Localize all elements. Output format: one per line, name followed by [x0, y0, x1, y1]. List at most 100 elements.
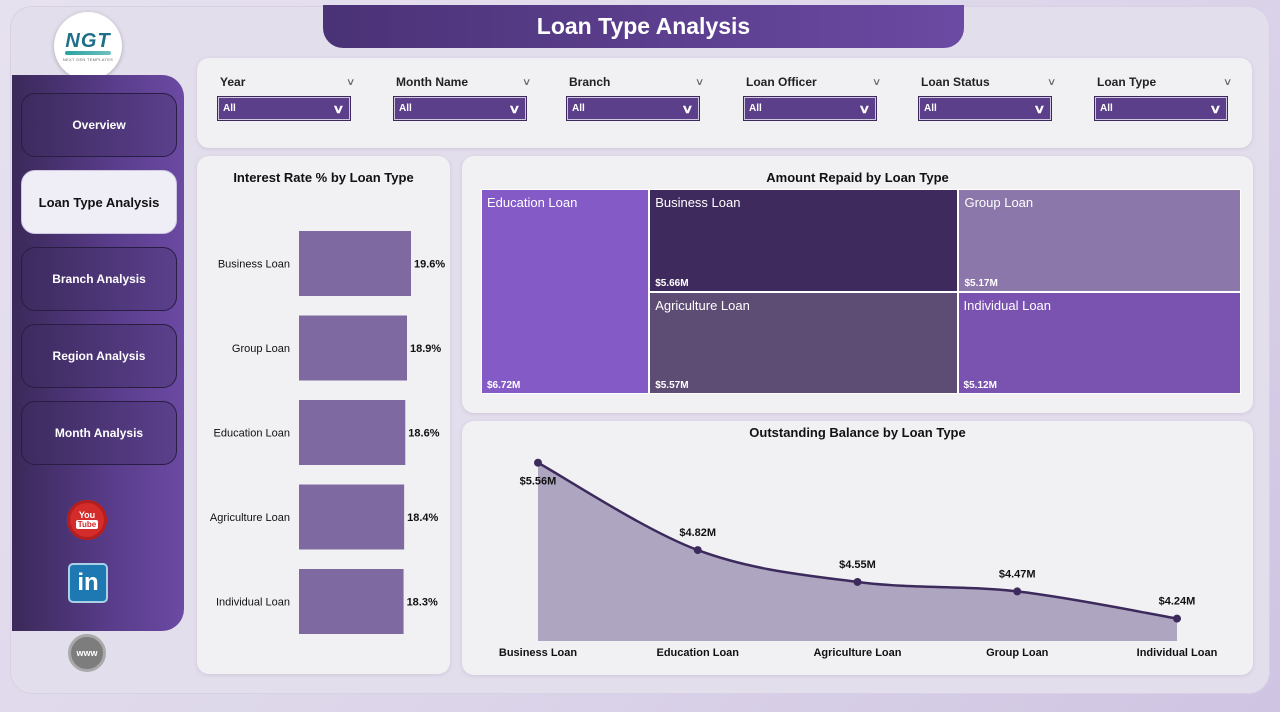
- chevron-down-icon[interactable]: ∨: [1046, 76, 1057, 88]
- youtube-icon[interactable]: You Tube: [67, 500, 107, 540]
- filter-month-name-dropdown[interactable]: All ∨: [393, 96, 527, 121]
- bar-data-label: 18.6%: [408, 428, 439, 440]
- treemap-cell-agriculture-loan[interactable]: Agriculture Loan $5.57M: [649, 292, 958, 394]
- filter-loan-status: Loan Status ∨ All ∨: [918, 74, 1056, 121]
- data-label: $5.56M: [520, 476, 557, 488]
- filter-label: Year: [220, 75, 246, 89]
- filter-panel: Year ∨ All ∨ Month Name ∨ All ∨ Branch ∨ All ∨…: [197, 58, 1252, 148]
- treemap-cell-group-loan[interactable]: Group Loan $5.17M: [958, 189, 1241, 293]
- bar-business-loan[interactable]: [299, 231, 411, 296]
- interest-rate-bar-chart: Business Loan 19.6% Group Loan 18.9% Educati…: [210, 231, 445, 634]
- filter-loan-status-dropdown[interactable]: All ∨: [918, 96, 1052, 121]
- chevron-down-icon: ∨: [681, 101, 694, 116]
- outstanding-balance-area-chart: $5.56M Business Loan $4.82M Education Loan $…: [499, 458, 1218, 659]
- sidebar-item-month-analysis[interactable]: Month Analysis: [21, 401, 177, 465]
- sidebar-item-loan-type-analysis[interactable]: Loan Type Analysis: [21, 170, 177, 234]
- x-axis-tick-label: Agriculture Loan: [813, 647, 901, 659]
- bar-education-loan[interactable]: [299, 400, 406, 465]
- logo-text: NGT: [65, 30, 111, 52]
- page-title: Loan Type Analysis: [323, 5, 964, 48]
- linkedin-icon[interactable]: in: [68, 563, 108, 603]
- filter-value: All: [399, 103, 412, 114]
- bar-data-label: 18.3%: [407, 597, 438, 609]
- chevron-down-icon: ∨: [508, 101, 521, 116]
- treemap-category-label: Business Loan: [655, 195, 741, 210]
- bar-category-label: Agriculture Loan: [210, 512, 290, 524]
- bar-agriculture-loan[interactable]: [299, 484, 405, 550]
- bar-group-loan[interactable]: [299, 315, 407, 381]
- x-axis-tick-label: Group Loan: [986, 647, 1049, 659]
- treemap-cell-education-loan[interactable]: Education Loan $6.72M: [481, 189, 650, 394]
- filter-value: All: [1100, 103, 1113, 114]
- sidebar-item-region-analysis[interactable]: Region Analysis: [21, 324, 177, 388]
- chevron-down-icon: ∨: [1209, 101, 1222, 116]
- treemap-data-label: $6.72M: [487, 380, 521, 391]
- website-globe-icon[interactable]: www: [68, 634, 106, 672]
- ngt-logo: NGT NEXT GEN TEMPLATES: [54, 12, 122, 80]
- filter-value: All: [749, 103, 762, 114]
- x-axis-tick-label: Individual Loan: [1137, 647, 1218, 659]
- outstanding-balance-chart-title: Outstanding Balance by Loan Type: [749, 425, 966, 440]
- data-point-agriculture-loan[interactable]: [853, 577, 862, 586]
- data-label: $4.24M: [1159, 596, 1196, 608]
- filter-label: Branch: [569, 75, 611, 89]
- filter-branch: Branch ∨ All ∨: [566, 74, 704, 121]
- data-point-education-loan[interactable]: [693, 546, 702, 555]
- treemap-cell-business-loan[interactable]: Business Loan $5.66M: [649, 189, 959, 293]
- treemap-category-label: Group Loan: [964, 195, 1034, 210]
- sidebar: Overview Loan Type Analysis Branch Analy…: [12, 75, 184, 631]
- chevron-down-icon[interactable]: ∨: [521, 76, 532, 88]
- filter-label: Loan Status: [921, 75, 990, 89]
- sidebar-item-overview[interactable]: Overview: [21, 93, 177, 157]
- chevron-down-icon: ∨: [1033, 101, 1046, 116]
- filter-loan-officer-dropdown[interactable]: All ∨: [743, 96, 877, 121]
- filter-loan-type: Loan Type ∨ All ∨: [1094, 74, 1232, 121]
- filter-value: All: [572, 103, 585, 114]
- bar-category-label: Business Loan: [218, 259, 290, 271]
- x-axis-tick-label: Business Loan: [499, 647, 578, 659]
- data-point-business-loan[interactable]: [534, 458, 542, 467]
- bar-individual-loan[interactable]: [299, 569, 404, 634]
- filter-loan-officer: Loan Officer ∨ All ∨: [743, 74, 881, 121]
- filter-loan-type-dropdown[interactable]: All ∨: [1094, 96, 1228, 121]
- filter-year-dropdown[interactable]: All ∨: [217, 96, 351, 121]
- treemap-data-label: $5.57M: [655, 379, 689, 391]
- sidebar-item-branch-analysis[interactable]: Branch Analysis: [21, 247, 177, 311]
- filter-value: All: [924, 103, 937, 114]
- data-point-individual-loan[interactable]: [1173, 614, 1181, 623]
- interest-rate-chart-card: Interest Rate % by Loan Type Business Lo…: [197, 156, 450, 674]
- filter-month-name: Month Name ∨ All ∨: [393, 74, 531, 121]
- filter-label: Loan Officer: [746, 75, 817, 89]
- chevron-down-icon[interactable]: ∨: [871, 76, 882, 88]
- data-label: $4.55M: [839, 559, 876, 571]
- treemap-category-label: Individual Loan: [963, 298, 1052, 314]
- amount-repaid-chart-title: Amount Repaid by Loan Type: [766, 170, 949, 185]
- filter-label: Month Name: [396, 75, 468, 89]
- amount-repaid-chart-card: Amount Repaid by Loan Type Education Loa…: [462, 156, 1253, 413]
- bar-data-label: 18.9%: [410, 343, 441, 355]
- data-label: $4.82M: [679, 527, 716, 539]
- treemap-cell-individual-loan[interactable]: Individual Loan $5.12M: [957, 292, 1241, 394]
- x-axis-tick-label: Education Loan: [657, 647, 740, 659]
- filter-value: All: [223, 103, 236, 114]
- area-fill: [538, 462, 1177, 641]
- amount-repaid-treemap: Education Loan $6.72M Business Loan $5.66M G…: [481, 189, 1241, 394]
- chevron-down-icon: ∨: [332, 101, 345, 116]
- data-point-group-loan[interactable]: [1013, 587, 1022, 596]
- filter-year: Year ∨ All ∨: [217, 74, 355, 121]
- chevron-down-icon[interactable]: ∨: [345, 76, 356, 88]
- treemap-category-label: Education Loan: [487, 195, 578, 210]
- filter-branch-dropdown[interactable]: All ∨: [566, 96, 700, 121]
- bar-category-label: Education Loan: [214, 428, 290, 440]
- treemap-category-label: Agriculture Loan: [655, 298, 750, 314]
- logo-swoosh: [65, 51, 111, 55]
- filter-label: Loan Type: [1097, 75, 1157, 89]
- logo-subtext: NEXT GEN TEMPLATES: [62, 57, 114, 62]
- chevron-down-icon[interactable]: ∨: [1222, 76, 1233, 88]
- chevron-down-icon: ∨: [858, 101, 871, 116]
- bar-data-label: 19.6%: [414, 259, 445, 271]
- chevron-down-icon[interactable]: ∨: [694, 76, 705, 88]
- treemap-data-label: $5.12M: [963, 379, 997, 391]
- outstanding-balance-chart-card: Outstanding Balance by Loan Type $5.56M B…: [462, 421, 1253, 675]
- data-label: $4.47M: [999, 568, 1036, 580]
